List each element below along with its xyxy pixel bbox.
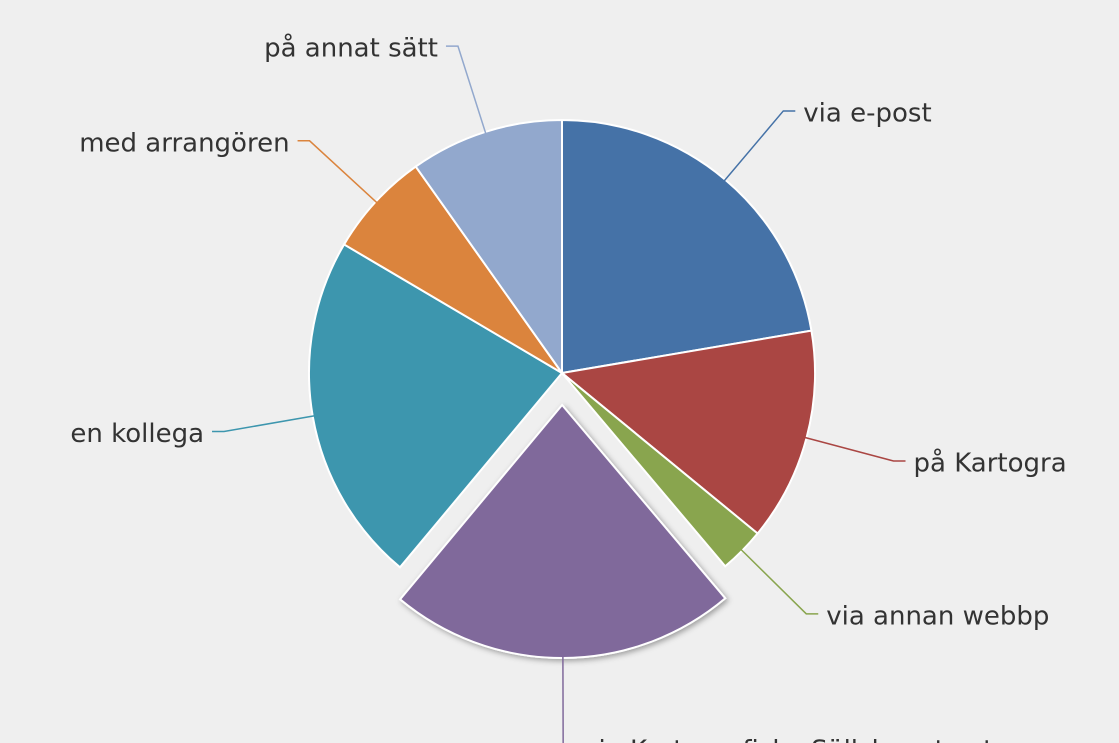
connector xyxy=(721,110,796,185)
slice-label: via annan webbp xyxy=(826,601,1049,631)
connector xyxy=(738,546,819,615)
connector xyxy=(212,414,318,433)
slice-label: på annat sätt xyxy=(264,33,438,64)
connector xyxy=(297,140,380,206)
slice-label: via e-post xyxy=(803,98,931,128)
connector xyxy=(445,45,488,137)
connector xyxy=(562,652,564,743)
slice-label: en kollega xyxy=(70,419,204,449)
slice-label: med arrangören xyxy=(79,128,289,158)
slice-label: på Kartogra xyxy=(914,447,1067,478)
slice-label: via Kartografiska Sällskapets uts xyxy=(583,735,1007,743)
connector xyxy=(801,435,906,462)
